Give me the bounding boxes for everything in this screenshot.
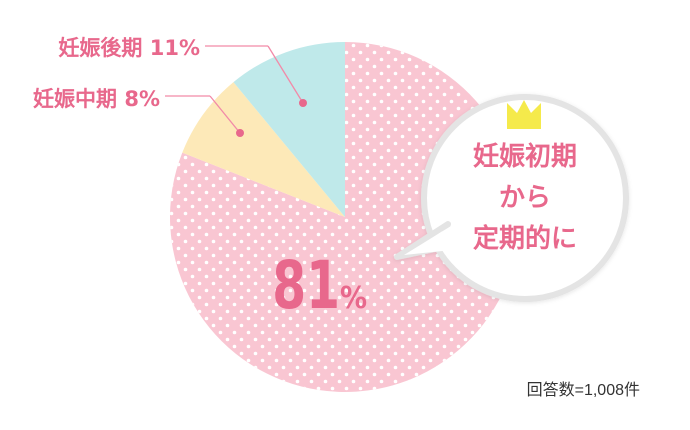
main-percentage: 81 %: [272, 248, 367, 325]
leader-dot-mid: [236, 129, 244, 137]
callout-bubble: [394, 94, 629, 302]
label-late: 妊娠後期 11%: [58, 36, 200, 60]
main-unit: %: [340, 281, 367, 316]
crown-icon: [507, 100, 541, 129]
leader-late: [205, 45, 307, 107]
callout-line-2: から: [499, 183, 551, 213]
label-mid: 妊娠中期 8%: [33, 87, 160, 111]
slice-late: [233, 42, 345, 217]
bubble-circle: [421, 94, 629, 302]
callout-line-3: 定期的に: [473, 223, 577, 254]
leader-dot-late: [299, 99, 307, 107]
response-count: 回答数=1,008件: [527, 381, 640, 399]
leader-mid: [165, 95, 244, 137]
leader-line-late-diag: [267, 45, 304, 104]
leader-line-mid-diag: [209, 95, 241, 134]
slice-mid: [182, 82, 345, 217]
callout-line-1: 妊娠初期: [473, 142, 577, 172]
main-value: 81: [272, 248, 340, 325]
slice-early-dot-pattern: [169, 42, 521, 393]
bubble-tail-cover: [404, 226, 452, 255]
